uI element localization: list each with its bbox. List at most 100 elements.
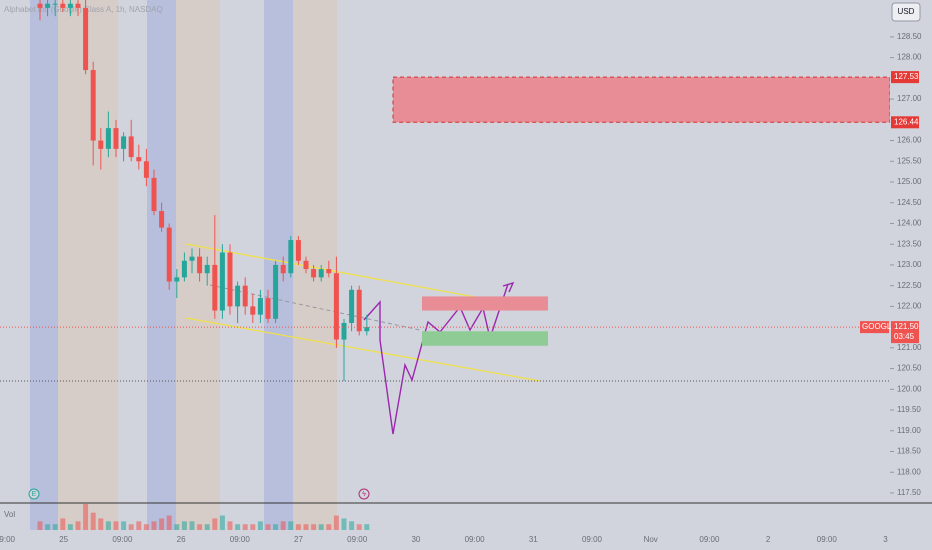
candle-body bbox=[67, 3, 73, 8]
candle-body bbox=[311, 269, 317, 278]
x-tick-label: 27 bbox=[294, 535, 303, 544]
candle-body bbox=[45, 3, 51, 8]
zone-price-label: 127.53 bbox=[894, 72, 919, 81]
y-tick-label: 123.00 bbox=[897, 260, 922, 269]
candle-body bbox=[136, 157, 142, 162]
candle-body bbox=[151, 177, 157, 212]
volume-bar bbox=[37, 521, 43, 530]
y-tick-label: 120.50 bbox=[897, 364, 922, 373]
candle-body bbox=[273, 264, 279, 319]
candle-body bbox=[37, 3, 43, 8]
event-icons: E ϟ bbox=[28, 488, 370, 500]
currency[interactable]: USD bbox=[898, 7, 915, 16]
x-tick-label: 26 bbox=[177, 535, 186, 544]
volume-bar bbox=[219, 515, 225, 530]
volume-bar bbox=[273, 524, 279, 530]
volume-bar bbox=[326, 524, 332, 530]
candle-body bbox=[333, 273, 339, 340]
candle-body bbox=[121, 136, 127, 149]
y-tick-label: 118.50 bbox=[897, 447, 921, 456]
volume-bar bbox=[295, 524, 301, 530]
volume-bar bbox=[204, 524, 210, 530]
candle-body bbox=[197, 256, 203, 274]
candle-body bbox=[204, 264, 210, 274]
candle-body bbox=[75, 3, 81, 8]
candle-body bbox=[166, 227, 172, 282]
candle-body bbox=[250, 306, 256, 315]
y-tick-label: 124.00 bbox=[897, 219, 922, 228]
volume-bar bbox=[189, 521, 195, 530]
x-tick-label: 09:00 bbox=[347, 535, 368, 544]
candle-body bbox=[341, 322, 347, 340]
volume-bar bbox=[257, 521, 263, 530]
x-tick-label: 09:00 bbox=[230, 535, 251, 544]
volume-bar bbox=[288, 521, 294, 530]
symbol-label: GOOGL bbox=[862, 322, 892, 331]
volume-bar bbox=[227, 521, 233, 530]
y-tick-label: 124.50 bbox=[897, 198, 922, 207]
y-tick-label: 122.50 bbox=[897, 281, 922, 290]
volume-bar bbox=[151, 521, 157, 530]
candle-body bbox=[60, 3, 66, 8]
candle-body bbox=[242, 285, 248, 307]
candle-body bbox=[280, 264, 286, 274]
candle-body bbox=[174, 277, 180, 282]
candle-body bbox=[128, 136, 134, 158]
candle-body bbox=[83, 7, 89, 71]
volume-label: Vol bbox=[4, 510, 15, 519]
volume-bar bbox=[174, 524, 180, 530]
volume-bar bbox=[333, 515, 339, 530]
x-tick-label: 31 bbox=[529, 535, 538, 544]
volume-bar bbox=[250, 524, 256, 530]
volume-bar bbox=[364, 524, 370, 530]
x-tick-label: 2 bbox=[766, 535, 771, 544]
volume-bar bbox=[105, 521, 111, 530]
candle-body bbox=[326, 269, 332, 274]
volume-bar bbox=[311, 524, 317, 530]
candle-body bbox=[227, 252, 233, 307]
volume-bar bbox=[280, 521, 286, 530]
volume-bar bbox=[235, 524, 241, 530]
zone bbox=[422, 331, 548, 346]
candle-body bbox=[257, 298, 263, 315]
y-tick-label: 126.00 bbox=[897, 136, 922, 145]
volume-bar bbox=[98, 518, 104, 530]
volume-bar bbox=[349, 521, 355, 530]
volume-bar bbox=[265, 524, 271, 530]
candle-body bbox=[212, 264, 218, 311]
countdown: 03:45 bbox=[894, 332, 915, 341]
volume-bar bbox=[242, 524, 248, 530]
candle-body bbox=[90, 70, 96, 141]
x-tick-label: 25 bbox=[59, 535, 68, 544]
volume-bar bbox=[75, 521, 81, 530]
volume-bar bbox=[159, 518, 165, 530]
volume-bar bbox=[341, 518, 347, 530]
x-tick-label: 09:00 bbox=[0, 535, 16, 544]
x-tick-label: 09:00 bbox=[582, 535, 603, 544]
candle-body bbox=[349, 289, 355, 323]
candle-body bbox=[181, 260, 187, 278]
volume-bar bbox=[143, 524, 149, 530]
candle-body bbox=[105, 128, 111, 149]
candle-body bbox=[303, 260, 309, 270]
volume-bar bbox=[166, 515, 172, 530]
candle-body bbox=[235, 285, 241, 307]
price-axis bbox=[890, 0, 932, 550]
volume-bar bbox=[60, 518, 66, 530]
y-tick-label: 117.50 bbox=[897, 488, 921, 497]
x-tick-label: 30 bbox=[411, 535, 420, 544]
session-bands bbox=[30, 0, 337, 530]
zone-price-box bbox=[891, 71, 919, 84]
currency-button[interactable] bbox=[891, 2, 921, 22]
zone bbox=[392, 76, 890, 123]
volume-bar bbox=[181, 521, 187, 530]
x-tick-label: 09:00 bbox=[112, 535, 133, 544]
candle-body bbox=[295, 240, 301, 261]
volume-bar bbox=[121, 521, 127, 530]
x-tick-label: 3 bbox=[883, 535, 888, 544]
x-tick-label: Nov bbox=[644, 535, 658, 544]
volume-bar bbox=[128, 524, 134, 530]
volume-bar bbox=[90, 512, 96, 530]
x-tick-label: 09:00 bbox=[699, 535, 720, 544]
